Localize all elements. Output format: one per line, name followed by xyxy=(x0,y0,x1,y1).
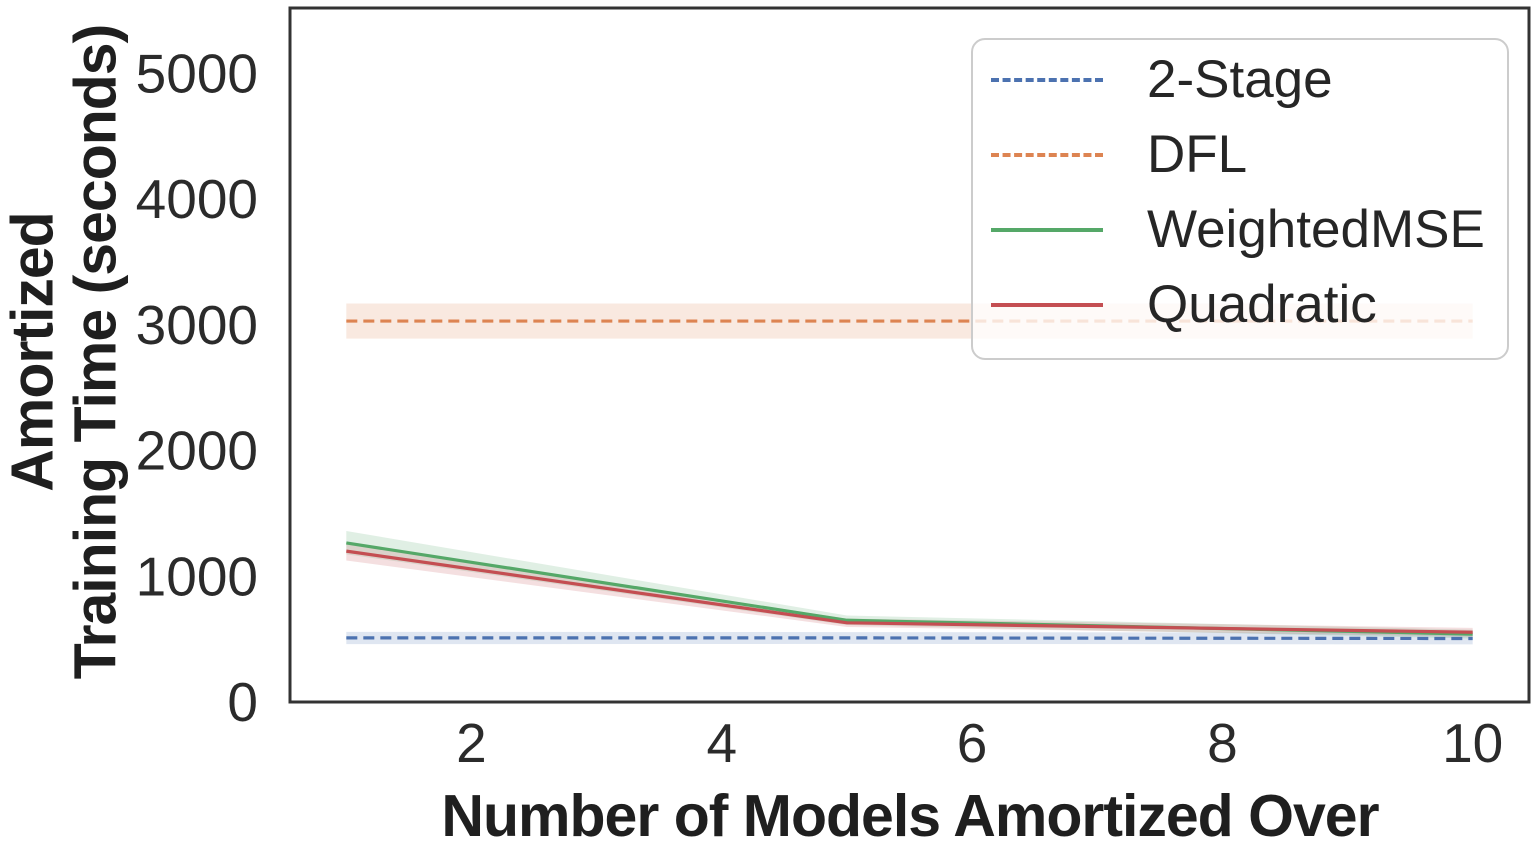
series-line-weightedmse xyxy=(346,541,1473,636)
y-tick-label-5000: 5000 xyxy=(136,42,258,104)
plot-border xyxy=(288,6,1531,704)
legend: 2-Stage DFL WeightedMSE Quadratic xyxy=(971,38,1509,360)
legend-label-dfl: DFL xyxy=(1147,125,1248,184)
x-axis-label: Number of Models Amortized Over xyxy=(441,783,1379,849)
legend-item-dfl: DFL xyxy=(991,117,1507,192)
y-tick-label-2000: 2000 xyxy=(136,420,258,482)
y-tick-label-0: 0 xyxy=(227,671,258,733)
y-axis-label-line1: Amortized xyxy=(0,212,66,492)
y-tick-label-1000: 1000 xyxy=(136,545,258,607)
y-tick-label-3000: 3000 xyxy=(136,294,258,356)
legend-line-sample-2-stage xyxy=(991,77,1103,82)
x-tick-label-10: 10 xyxy=(1442,712,1503,774)
legend-label-weightedmse: WeightedMSE xyxy=(1147,200,1485,259)
x-tick-label-6: 6 xyxy=(957,712,988,774)
legend-label-2-stage: 2-Stage xyxy=(1147,50,1333,109)
series-line-quadratic xyxy=(346,549,1473,634)
legend-line-sample-weightedmse xyxy=(991,227,1103,232)
legend-item-weightedmse: WeightedMSE xyxy=(991,192,1507,267)
x-tick-label-8: 8 xyxy=(1207,712,1238,774)
x-tick-label-2: 2 xyxy=(456,712,487,774)
legend-line-sample-quadratic xyxy=(991,302,1103,307)
legend-item-2-stage: 2-Stage xyxy=(991,42,1507,117)
series-line-2-stage xyxy=(346,636,1473,641)
y-tick-label-4000: 4000 xyxy=(136,168,258,230)
series-band-quadratic xyxy=(346,542,1473,637)
legend-line-sample-dfl xyxy=(991,152,1103,157)
y-axis-label-line2: Training Time (seconds) xyxy=(62,24,128,680)
legend-item-quadratic: Quadratic xyxy=(991,267,1507,342)
x-tick-label-4: 4 xyxy=(706,712,737,774)
legend-label-quadratic: Quadratic xyxy=(1147,275,1377,334)
